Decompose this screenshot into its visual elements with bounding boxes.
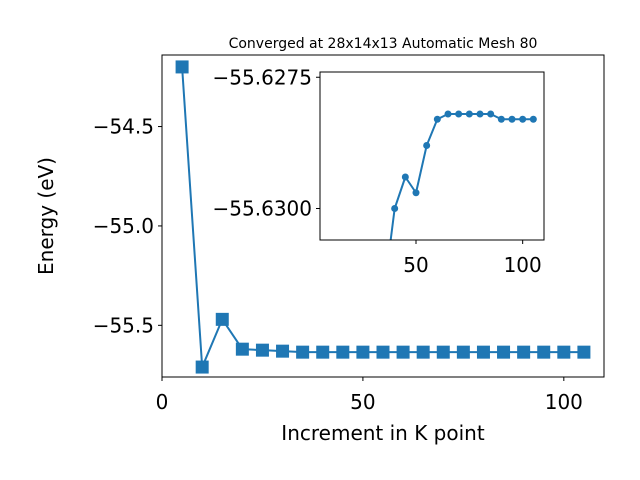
main-data-point xyxy=(296,345,310,359)
inset-data-point xyxy=(487,110,495,118)
main-data-point xyxy=(537,345,551,359)
inset-data-point xyxy=(508,115,516,123)
inset-data-point xyxy=(381,289,388,296)
main-data-point xyxy=(456,345,470,359)
inset-background xyxy=(320,72,544,240)
main-data-point xyxy=(396,345,410,359)
inset-data-point xyxy=(476,110,484,118)
main-y-tick-label: −54.5 xyxy=(93,115,154,139)
main-data-point xyxy=(476,345,490,359)
inset-x-tick-label: 50 xyxy=(403,253,428,277)
main-data-point xyxy=(497,345,511,359)
main-data-point xyxy=(356,345,370,359)
inset-y-tick-label: −55.6300 xyxy=(213,197,312,221)
main-x-tick-label: 50 xyxy=(350,390,375,414)
main-y-tick-label: −55.5 xyxy=(93,313,154,337)
main-data-point xyxy=(557,345,571,359)
main-data-point xyxy=(195,360,209,374)
inset-data-point xyxy=(497,115,505,123)
main-data-point xyxy=(416,345,430,359)
inset-data-point xyxy=(433,115,441,123)
inset-plot: 50 100 −55.6300 −55.6275 xyxy=(213,65,545,296)
inset-data-point xyxy=(423,142,431,149)
main-x-tick-label: 100 xyxy=(545,390,583,414)
main-data-point xyxy=(276,344,290,358)
inset-plot-frame xyxy=(319,71,545,241)
main-data-point xyxy=(336,345,350,359)
main-data-point xyxy=(316,345,330,359)
main-plot-frame xyxy=(161,54,605,378)
main-data-point xyxy=(577,345,591,359)
main-data-point xyxy=(175,60,189,74)
main-y-tick-label: −55.0 xyxy=(93,214,154,238)
inset-data-point xyxy=(519,115,527,123)
main-data-point xyxy=(376,345,390,359)
inset-data-point xyxy=(529,115,537,123)
main-data-point xyxy=(215,312,229,326)
inset-data-point xyxy=(412,189,420,197)
chart-title: Converged at 28x14x13 Automatic Mesh 80 xyxy=(229,36,538,52)
main-data-point xyxy=(255,343,269,357)
y-axis-label: Energy (eV) xyxy=(34,157,58,275)
inset-x-tick-label: 100 xyxy=(504,253,542,277)
main-data-point xyxy=(517,345,531,359)
inset-data-point xyxy=(465,110,473,118)
x-axis-label: Increment in K point xyxy=(281,421,485,445)
inset-data-point xyxy=(455,110,463,118)
main-data-point xyxy=(235,342,249,356)
inset-data-point xyxy=(444,110,452,118)
inset-data-point xyxy=(391,205,399,212)
inset-data-point xyxy=(401,173,409,181)
main-data-point xyxy=(436,345,450,359)
main-plot: 0 50 100 −54.5 −55.0 −55.5 xyxy=(93,54,605,414)
inset-y-tick-label: −55.6275 xyxy=(213,65,312,89)
main-x-tick-label: 0 xyxy=(156,390,169,414)
